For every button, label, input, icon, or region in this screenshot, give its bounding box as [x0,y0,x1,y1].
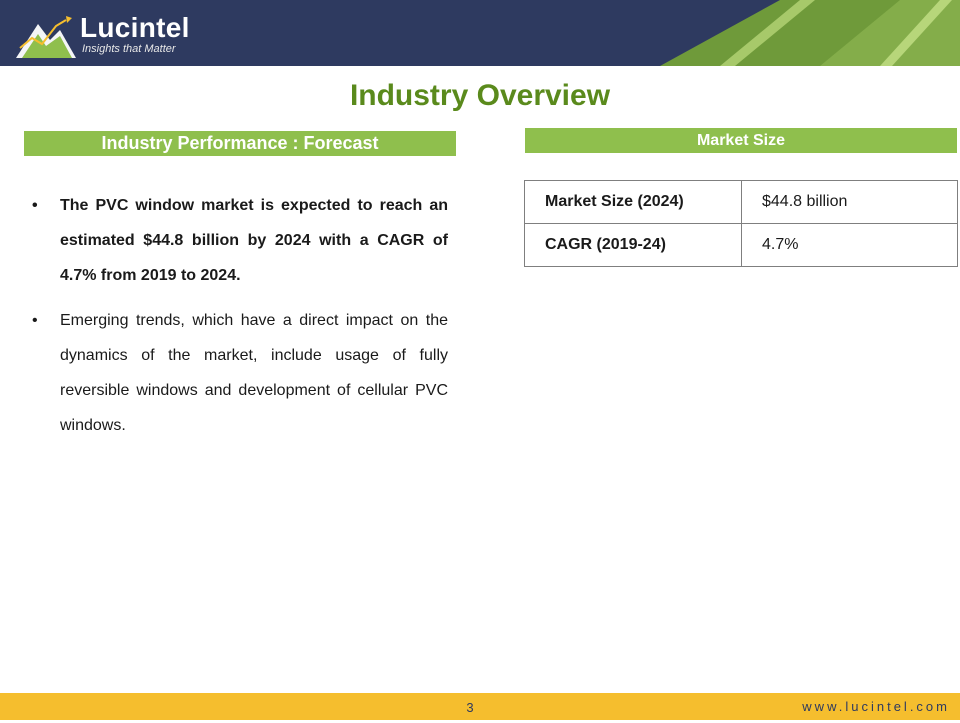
table-cell-label: CAGR (2019-24) [524,223,742,267]
footer-bar: 3 www.lucintel.com [0,693,960,720]
table-row: CAGR (2019-24) 4.7% [524,223,958,267]
table-row: Market Size (2024) $44.8 billion [524,180,958,224]
bullet-text: The PVC window market is expected to rea… [60,197,448,284]
section-header-industry-performance: Industry Performance : Forecast [24,131,456,156]
table-cell-value: 4.7% [741,223,958,267]
footer-url-link[interactable]: www.lucintel.com [802,699,950,714]
bullet-icon: • [32,197,38,214]
bullet-text: Emerging trends, which have a direct imp… [60,312,448,434]
header-stripes-decoration [660,0,960,66]
logo-mountain-icon [16,16,76,58]
page-number: 3 [466,700,474,715]
logo-tagline: Insights that Matter [82,43,176,55]
bullet-list: • The PVC window market is expected to r… [30,188,448,443]
header-banner: Lucintel Insights that Matter [0,0,960,66]
market-size-table: Market Size (2024) $44.8 billion CAGR (2… [524,180,958,267]
table-cell-value: $44.8 billion [741,180,958,224]
lucintel-logo[interactable]: Lucintel Insights that Matter [16,10,216,58]
bullet-icon: • [32,312,38,329]
section-header-market-size: Market Size [525,128,957,153]
bullet-item: • The PVC window market is expected to r… [30,188,448,293]
bullet-item: • Emerging trends, which have a direct i… [30,303,448,443]
page-title: Industry Overview [349,79,611,112]
logo-name: Lucintel [80,12,190,43]
table-cell-label: Market Size (2024) [524,180,742,224]
